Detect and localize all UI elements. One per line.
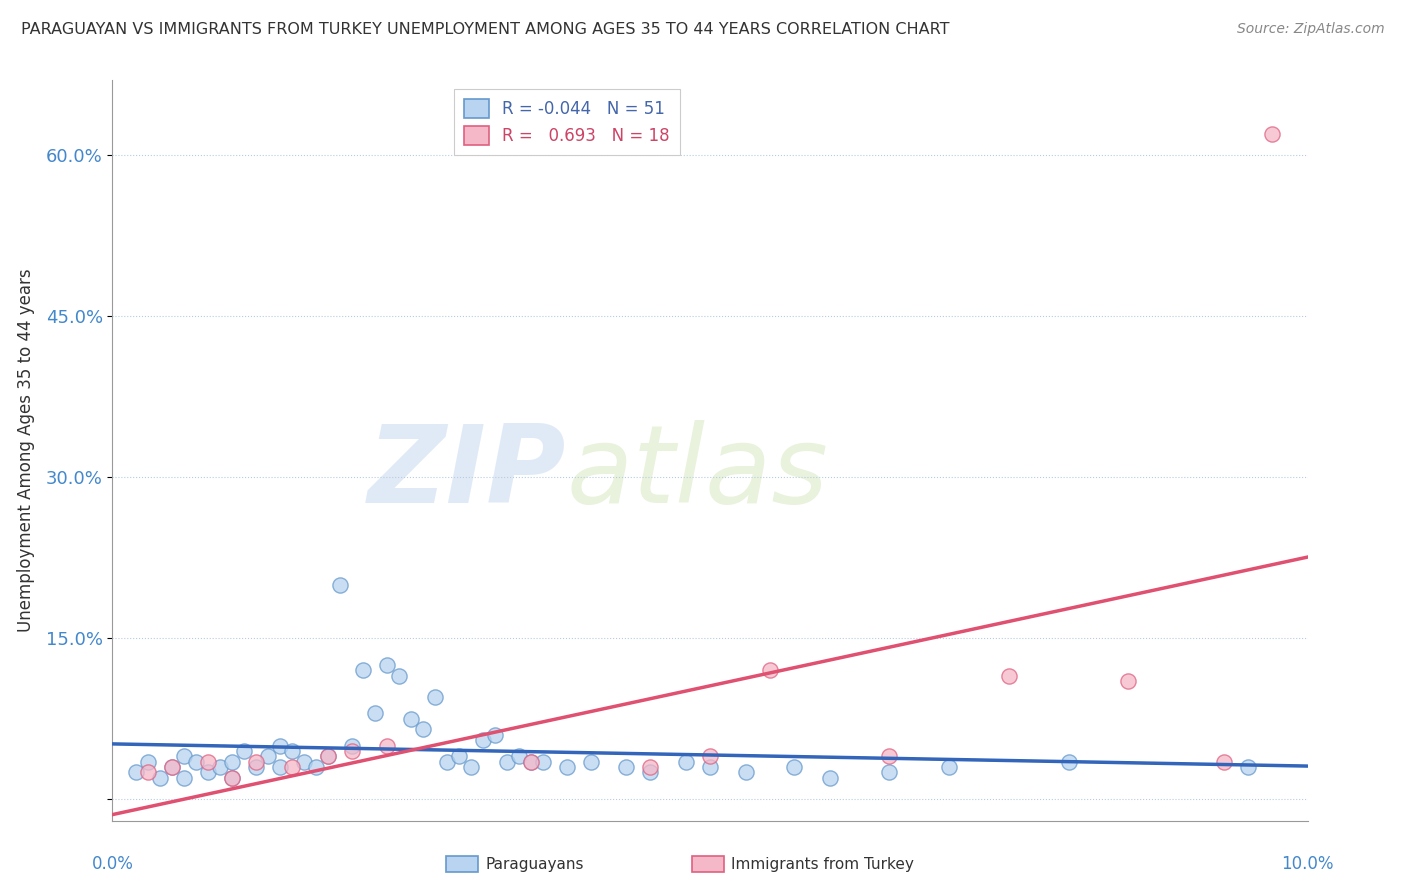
Point — [675, 755, 697, 769]
Point — [998, 669, 1021, 683]
Legend: R = -0.044   N = 51, R =   0.693   N = 18: R = -0.044 N = 51, R = 0.693 N = 18 — [454, 88, 679, 155]
Point — [699, 760, 721, 774]
Text: Immigrants from Turkey: Immigrants from Turkey — [731, 857, 914, 871]
Point — [221, 755, 243, 769]
Point — [1237, 760, 1260, 774]
Point — [531, 755, 554, 769]
Point — [292, 755, 315, 769]
Point — [138, 755, 160, 769]
Point — [783, 760, 806, 774]
Y-axis label: Unemployment Among Ages 35 to 44 years: Unemployment Among Ages 35 to 44 years — [17, 268, 35, 632]
Point — [377, 658, 399, 673]
Point — [579, 755, 602, 769]
Point — [425, 690, 447, 705]
Point — [759, 664, 782, 678]
Point — [269, 760, 291, 774]
Point — [735, 765, 758, 780]
Point — [186, 755, 208, 769]
Point — [555, 760, 578, 774]
Point — [496, 755, 519, 769]
Text: PARAGUAYAN VS IMMIGRANTS FROM TURKEY UNEMPLOYMENT AMONG AGES 35 TO 44 YEARS CORR: PARAGUAYAN VS IMMIGRANTS FROM TURKEY UNE… — [21, 22, 949, 37]
Point — [1213, 755, 1236, 769]
Point — [484, 728, 506, 742]
Text: 10.0%: 10.0% — [1281, 855, 1334, 873]
Text: Paraguayans: Paraguayans — [485, 857, 583, 871]
Point — [197, 755, 219, 769]
Point — [209, 760, 232, 774]
Point — [125, 765, 148, 780]
Point — [281, 760, 304, 774]
Point — [401, 712, 423, 726]
Point — [221, 771, 243, 785]
Point — [353, 664, 375, 678]
Point — [316, 749, 339, 764]
Point — [520, 755, 543, 769]
Text: ZIP: ZIP — [368, 419, 567, 525]
Point — [388, 669, 411, 683]
Point — [305, 760, 328, 774]
Point — [340, 744, 363, 758]
Point — [818, 771, 841, 785]
Point — [879, 749, 901, 764]
Point — [616, 760, 638, 774]
Point — [197, 765, 219, 780]
Point — [269, 739, 291, 753]
Point — [364, 706, 387, 721]
Point — [173, 749, 195, 764]
Point — [173, 771, 195, 785]
Point — [233, 744, 256, 758]
Text: atlas: atlas — [567, 420, 828, 525]
Point — [340, 739, 363, 753]
Point — [138, 765, 160, 780]
Point — [1057, 755, 1080, 769]
Point — [460, 760, 482, 774]
Point — [1261, 127, 1284, 141]
Point — [245, 760, 267, 774]
Point — [699, 749, 721, 764]
Point — [162, 760, 183, 774]
Text: 0.0%: 0.0% — [91, 855, 134, 873]
Point — [436, 755, 458, 769]
Point — [520, 755, 543, 769]
Point — [149, 771, 172, 785]
Point — [472, 733, 495, 747]
Point — [377, 739, 399, 753]
Point — [329, 577, 352, 591]
Point — [412, 723, 434, 737]
Point — [449, 749, 471, 764]
Point — [316, 749, 339, 764]
Text: Source: ZipAtlas.com: Source: ZipAtlas.com — [1237, 22, 1385, 37]
Point — [640, 760, 662, 774]
Point — [257, 749, 280, 764]
Point — [221, 771, 243, 785]
Point — [640, 765, 662, 780]
Point — [938, 760, 960, 774]
Point — [1118, 674, 1140, 689]
Point — [245, 755, 267, 769]
Point — [281, 744, 304, 758]
Point — [508, 749, 530, 764]
Point — [162, 760, 183, 774]
Point — [879, 765, 901, 780]
